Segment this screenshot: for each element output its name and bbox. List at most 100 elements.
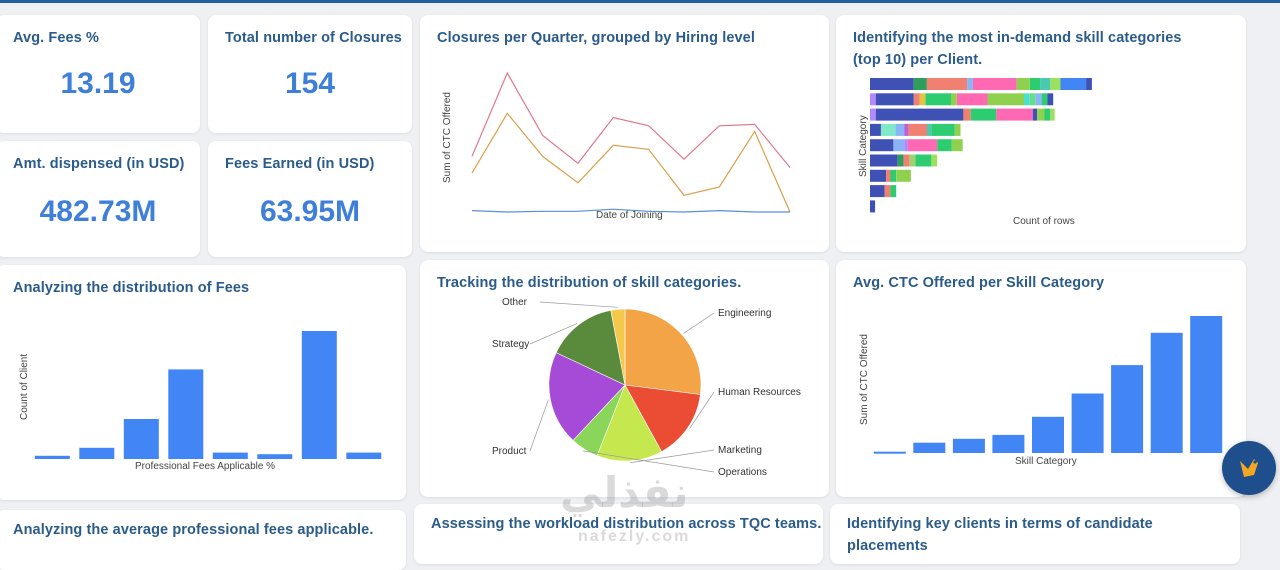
line-chart[interactable]: Sum of CTC Offered Date of Joining <box>420 15 829 252</box>
kpi-fees-earned: Fees Earned (in USD) 63.95M <box>208 141 412 257</box>
ctc-skill-card[interactable]: Avg. CTC Offered per Skill Category Sum … <box>836 260 1246 497</box>
stacked-bar-segment <box>926 123 932 136</box>
stacked-bar-segment <box>890 185 897 198</box>
stacked-bar-segment <box>1041 93 1048 106</box>
avg-prof-fees-card[interactable]: Analyzing the average professional fees … <box>0 510 406 570</box>
y-axis-label: Sum of CTC Offered <box>859 334 870 425</box>
pie-chart[interactable]: Engineering Human Resources Marketing Opera… <box>420 260 829 497</box>
stacked-bar-segment <box>895 123 905 136</box>
stacked-bar-segment <box>996 108 1033 121</box>
stacked-bar-segment <box>881 123 896 136</box>
bar <box>1150 332 1183 453</box>
ctc-bar-chart[interactable]: Sum of CTC Offered Skill Category <box>836 260 1246 497</box>
stacked-bar-segment <box>913 93 920 106</box>
bar <box>1032 416 1064 453</box>
stacked-bar-segment <box>970 108 997 121</box>
chart-title: Assessing the workload distribution acro… <box>431 516 822 532</box>
kpi-amt-dispensed: Amt. dispensed (in USD) 482.73M <box>0 141 200 257</box>
fees-bar-chart[interactable]: Count of Client Professional Fees Applic… <box>0 265 406 500</box>
y-axis-label: Count of Client <box>19 354 30 420</box>
stacked-bar-segment <box>1050 108 1055 121</box>
bar <box>992 434 1025 453</box>
pie-label: Human Resources <box>718 387 801 398</box>
stacked-bar-segment <box>897 154 904 167</box>
stacked-bar-segment <box>972 78 1017 90</box>
y-axis-label: Skill Category <box>858 115 869 177</box>
stacked-bar-segment <box>1037 108 1045 121</box>
x-axis-label: Professional Fees Applicable % <box>135 461 275 472</box>
line-series <box>471 208 790 213</box>
pie-leader-line <box>583 450 715 473</box>
stacked-bar-chart[interactable]: Skill Category Count of rows <box>836 15 1246 252</box>
stacked-bar-segment <box>884 185 891 198</box>
x-axis-label: Count of rows <box>1013 216 1075 227</box>
kpi-label: Total number of Closures <box>225 30 402 46</box>
bar <box>212 452 248 459</box>
bar <box>952 438 985 453</box>
closures-quarter-card[interactable]: Closures per Quarter, grouped by Hiring … <box>420 15 829 252</box>
watermark-logo: نفذلي <box>560 469 689 516</box>
assistant-fab-button[interactable] <box>1222 441 1276 495</box>
stacked-bar-segment <box>870 108 876 121</box>
stacked-bar-segment <box>870 154 898 167</box>
pie-slice <box>548 352 626 441</box>
fees-distribution-card[interactable]: Analyzing the distribution of Fees Count… <box>0 265 406 500</box>
line-series <box>471 71 791 168</box>
stacked-bar-segment <box>904 139 908 152</box>
stacked-bar-segment <box>925 93 952 106</box>
stacked-bar-segment <box>870 185 885 198</box>
kpi-value: 482.73M <box>39 195 157 228</box>
chart-title: Analyzing the average professional fees … <box>13 522 374 538</box>
kpi-total-closures: Total number of Closures 154 <box>208 15 412 133</box>
kpi-value: 13.19 <box>60 67 136 100</box>
bar <box>346 452 382 459</box>
pie-label: Marketing <box>718 445 762 456</box>
pie-label: Strategy <box>492 339 529 350</box>
stacked-bar-segment <box>903 154 910 167</box>
stacked-bar-segment <box>956 93 988 106</box>
pie-slice <box>555 309 626 386</box>
stacked-bar-segment <box>893 139 905 152</box>
stacked-bar-segment <box>1050 78 1061 90</box>
stacked-bar-segment <box>1086 78 1092 90</box>
chart-title: Identifying key clients in terms of cand… <box>847 516 1153 554</box>
skill-demand-card[interactable]: Identifying the most in-demand skill cat… <box>836 15 1246 252</box>
stacked-bar-segment <box>870 169 887 182</box>
x-axis-label: Skill Category <box>1015 456 1077 467</box>
pie-label: Product <box>492 446 527 457</box>
assistant-bird-icon <box>1240 459 1258 477</box>
chart-title: Avg. CTC Offered per Skill Category <box>853 275 1105 291</box>
bar <box>1190 316 1223 453</box>
stacked-bar-segment <box>909 154 916 167</box>
key-clients-card[interactable]: Identifying key clients in terms of cand… <box>830 504 1240 564</box>
stacked-bar-segment <box>1032 108 1038 121</box>
y-axis-label: Sum of CTC Offered <box>442 92 453 183</box>
skill-distribution-card[interactable]: Tracking the distribution of skill categ… <box>420 260 829 497</box>
stacked-bar-segment <box>913 78 927 90</box>
stacked-bar-segment <box>886 169 891 182</box>
stacked-bar-segment <box>951 139 963 152</box>
watermark-url: nafezly.com <box>578 528 691 545</box>
pie-slice <box>624 384 701 453</box>
stacked-bar-segment <box>954 123 961 136</box>
stacked-bar-segment <box>875 93 914 106</box>
stacked-bar-segment <box>1024 93 1030 106</box>
stacked-bar-segment <box>931 154 938 167</box>
kpi-value: 154 <box>284 67 336 100</box>
stacked-bar-segment <box>963 108 971 121</box>
bar <box>913 442 946 453</box>
bar <box>301 331 337 459</box>
stacked-bar-segment <box>967 78 973 90</box>
stacked-bar-segment <box>870 123 881 136</box>
kpi-value: 63.95M <box>259 195 361 228</box>
kpi-label: Amt. dispensed (in USD) <box>13 156 185 172</box>
line-series <box>471 112 791 213</box>
stacked-bar-segment <box>937 139 952 152</box>
pie-leader-line <box>529 399 549 452</box>
kpi-label: Avg. Fees % <box>13 30 99 46</box>
stacked-bar-segment <box>1047 93 1054 106</box>
stacked-bar-segment <box>908 139 938 152</box>
stacked-bar-segment <box>870 78 914 90</box>
chart-title: Analyzing the distribution of Fees <box>13 280 250 296</box>
stacked-bar-segment <box>926 78 967 90</box>
